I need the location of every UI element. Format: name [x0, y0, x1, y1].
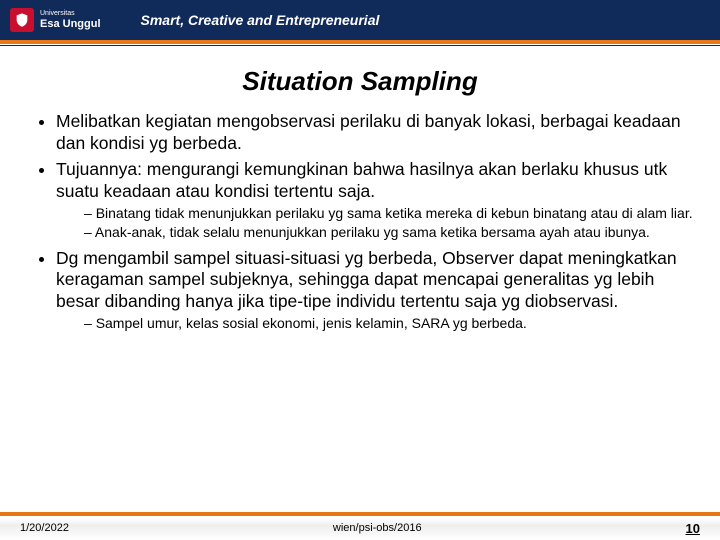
bullet-list: Melibatkan kegiatan mengobservasi perila…: [26, 111, 694, 333]
logo-line2: Esa Unggul: [40, 18, 101, 30]
footer-bar: [0, 512, 720, 516]
sub-bullet: Anak-anak, tidak selalu menunjukkan peri…: [84, 224, 694, 242]
logo: Universitas Esa Unggul: [10, 8, 101, 32]
slide: Universitas Esa Unggul Smart, Creative a…: [0, 0, 720, 540]
bullet-text: Tujuannya: mengurangi kemungkinan bahwa …: [56, 159, 667, 201]
slide-title: Situation Sampling: [0, 66, 720, 97]
header: Universitas Esa Unggul Smart, Creative a…: [0, 0, 720, 40]
slide-content: Melibatkan kegiatan mengobservasi perila…: [0, 111, 720, 540]
bullet: Melibatkan kegiatan mengobservasi perila…: [56, 111, 694, 155]
logo-line1: Universitas: [40, 10, 101, 18]
footer-page: 10: [686, 521, 700, 536]
tagline: Smart, Creative and Entrepreneurial: [141, 12, 380, 28]
logo-text: Universitas Esa Unggul: [40, 10, 101, 30]
sub-list: Sampel umur, kelas sosial ekonomi, jenis…: [56, 315, 694, 333]
bullet-text: Melibatkan kegiatan mengobservasi perila…: [56, 111, 681, 153]
bullet: Tujuannya: mengurangi kemungkinan bahwa …: [56, 159, 694, 242]
bullet-text: Dg mengambil sampel situasi-situasi yg b…: [56, 248, 677, 312]
sub-list: Binatang tidak menunjukkan perilaku yg s…: [56, 205, 694, 242]
logo-mark: [10, 8, 34, 32]
footer-path: wien/psi-obs/2016: [333, 522, 422, 534]
footer-date: 1/20/2022: [20, 522, 69, 534]
header-underbar: [0, 40, 720, 48]
footer: 1/20/2022 wien/psi-obs/2016 10: [0, 516, 720, 540]
sub-bullet: Sampel umur, kelas sosial ekonomi, jenis…: [84, 315, 694, 333]
sub-bullet: Binatang tidak menunjukkan perilaku yg s…: [84, 205, 694, 223]
bullet: Dg mengambil sampel situasi-situasi yg b…: [56, 248, 694, 333]
